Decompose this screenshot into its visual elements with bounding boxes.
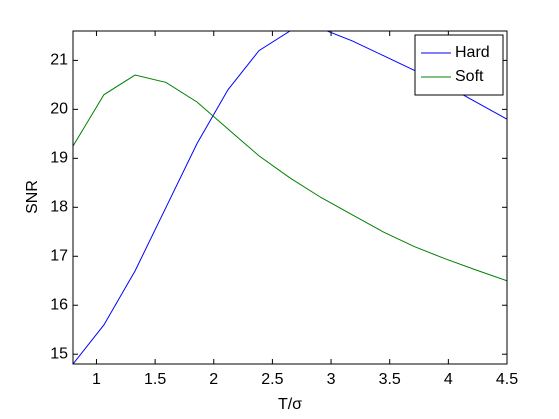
x-tick-label: 1.5 bbox=[144, 371, 166, 388]
y-tick-label: 15 bbox=[50, 345, 68, 362]
y-tick-label: 20 bbox=[50, 101, 68, 118]
y-tick-label: 21 bbox=[50, 52, 68, 69]
y-tick-label: 16 bbox=[50, 296, 68, 313]
y-axis-label: SNR bbox=[24, 180, 41, 214]
x-tick-label: 2 bbox=[209, 371, 218, 388]
axes-box bbox=[72, 30, 508, 365]
line-series bbox=[73, 74, 507, 282]
y-tick-label: 18 bbox=[50, 199, 68, 216]
x-tick-label: 4.5 bbox=[496, 371, 518, 388]
x-tick-label: 2.5 bbox=[261, 371, 283, 388]
x-tick-label: 1 bbox=[92, 371, 101, 388]
x-axis-label: T/σ bbox=[278, 396, 302, 413]
x-tick-label: 3 bbox=[327, 371, 336, 388]
x-tick-label: 3.5 bbox=[379, 371, 401, 388]
legend-label: Hard bbox=[455, 44, 490, 61]
legend-box bbox=[414, 34, 504, 96]
x-tick-label: 4 bbox=[444, 371, 453, 388]
y-tick-label: 17 bbox=[50, 247, 68, 264]
legend-label: Soft bbox=[455, 68, 484, 85]
y-tick-label: 19 bbox=[50, 150, 68, 167]
